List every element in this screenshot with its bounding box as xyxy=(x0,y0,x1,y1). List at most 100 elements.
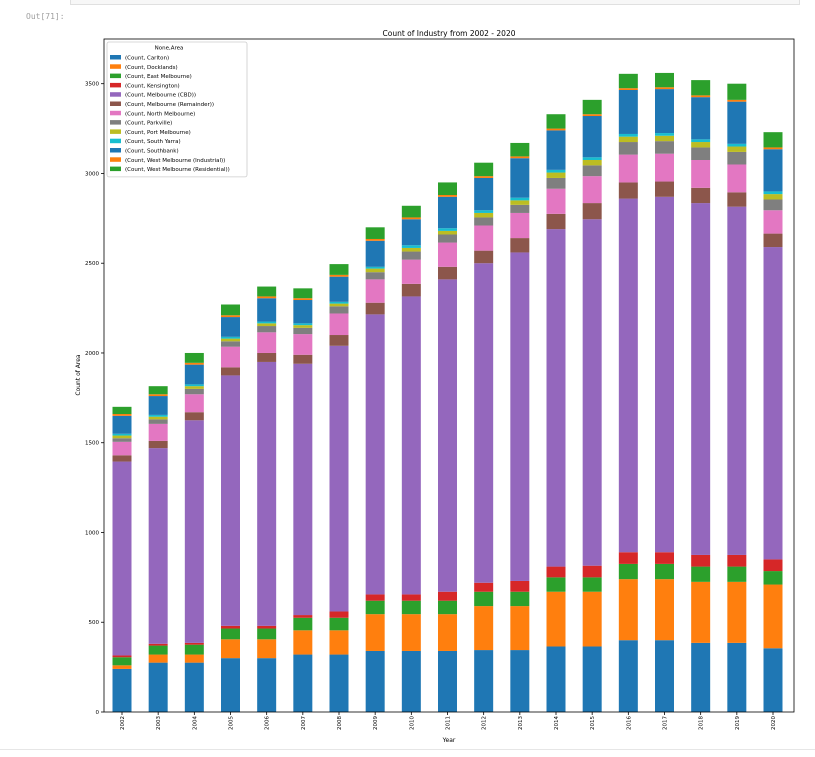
bar-segment-2011-s11 xyxy=(438,195,457,197)
bar-segment-2005-s6 xyxy=(221,346,240,368)
bar-segment-2007-s2 xyxy=(293,617,313,631)
y-tick-label: 0 xyxy=(96,710,100,716)
bar-segment-2012-s9 xyxy=(474,210,494,213)
x-axis-label: Year xyxy=(442,737,456,744)
bar-segment-2006-s8 xyxy=(257,323,277,327)
bar-segment-2020-s4 xyxy=(763,247,783,560)
bar-segment-2015-s10 xyxy=(582,116,602,158)
bar-segment-2014-s11 xyxy=(546,128,566,131)
bar-segment-2004-s0 xyxy=(184,662,204,712)
bar-segment-2003-s2 xyxy=(148,645,168,655)
bar-segment-2015-s3 xyxy=(582,565,602,578)
bar-segment-2009-s12 xyxy=(365,227,385,239)
bar-segment-2005-s0 xyxy=(221,658,240,712)
legend: None,Area (Count, Carlton) (Count, Docklan… xyxy=(106,41,248,178)
bar-segment-2013-s10 xyxy=(510,158,530,198)
bar-segment-2007-s12 xyxy=(293,288,313,299)
bar-segment-2010-s12 xyxy=(401,205,421,218)
bar-segment-2011-s6 xyxy=(438,242,457,267)
bar-segment-2013-s12 xyxy=(510,142,530,157)
bar-segment-2019-s11 xyxy=(727,99,747,102)
bar-segment-2018-s2 xyxy=(691,566,711,582)
bar-segment-2014-s8 xyxy=(546,172,566,178)
bar-segment-2009-s10 xyxy=(365,240,385,267)
bar-segment-2014-s10 xyxy=(546,130,566,170)
bar-segment-2014-s3 xyxy=(546,566,566,578)
bar-segment-2002-s12 xyxy=(112,406,132,415)
bar-segment-2002-s2 xyxy=(112,657,132,666)
bar-segment-2006-s0 xyxy=(257,658,277,712)
bar-segment-2006-s12 xyxy=(257,286,277,297)
bar-segment-2020-s3 xyxy=(763,559,783,572)
legend-swatch xyxy=(110,110,121,116)
bar-segment-2009-s11 xyxy=(365,238,385,241)
bar-segment-2008-s8 xyxy=(329,303,349,307)
bar-segment-2002-s6 xyxy=(112,441,132,456)
bar-segment-2011-s3 xyxy=(438,591,457,601)
cell-divider xyxy=(0,749,815,750)
bar-segment-2008-s5 xyxy=(329,335,349,346)
y-tick-label: 2500 xyxy=(85,261,99,267)
bar-segment-2016-s3 xyxy=(618,552,638,564)
bar-segment-2003-s1 xyxy=(148,654,168,663)
bar-segment-2011-s10 xyxy=(438,196,457,229)
bar-segment-2005-s2 xyxy=(221,628,240,640)
bar-segment-2002-s1 xyxy=(112,665,132,669)
bar-segment-2003-s3 xyxy=(148,643,168,646)
bar-segment-2010-s5 xyxy=(401,283,421,297)
bar-segment-2016-s0 xyxy=(618,640,638,712)
bar-segment-2006-s2 xyxy=(257,628,277,640)
bar-segment-2016-s5 xyxy=(618,182,638,199)
bar-segment-2007-s0 xyxy=(293,654,313,712)
bar-segment-2010-s8 xyxy=(401,247,421,252)
bar-segment-2013-s5 xyxy=(510,238,530,253)
bar-segment-2019-s9 xyxy=(727,143,747,147)
bar-segment-2017-s2 xyxy=(655,563,674,580)
bar-segment-2009-s1 xyxy=(365,614,385,651)
bar-segment-2017-s3 xyxy=(655,552,674,564)
bar-segment-2003-s4 xyxy=(148,448,168,644)
bar-segment-2012-s4 xyxy=(474,263,494,583)
bar-segment-2005-s11 xyxy=(221,315,240,318)
legend-entry-label: (Count, Melbourne (CBD)) xyxy=(125,93,196,99)
bar-segment-2011-s5 xyxy=(438,266,457,280)
bar-segment-2014-s6 xyxy=(546,188,566,214)
bar-segment-2005-s1 xyxy=(221,639,240,659)
bar-segment-2007-s9 xyxy=(293,323,313,326)
x-tick-label: 2020 xyxy=(771,716,777,730)
legend-swatch xyxy=(110,138,121,144)
x-tick-label: 2007 xyxy=(301,716,307,730)
legend-swatch xyxy=(110,166,121,172)
bar-segment-2014-s5 xyxy=(546,213,566,230)
y-tick-label: 500 xyxy=(89,620,100,626)
x-tick-label: 2012 xyxy=(482,716,488,730)
legend-swatch xyxy=(110,129,121,134)
bar-segment-2009-s7 xyxy=(365,272,385,280)
bar-segment-2012-s8 xyxy=(474,212,494,218)
bar-segment-2011-s8 xyxy=(438,230,457,235)
bar-segment-2012-s2 xyxy=(474,591,494,607)
bar-segment-2012-s3 xyxy=(474,582,494,592)
bar-segment-2006-s5 xyxy=(257,352,277,362)
bar-segment-2015-s9 xyxy=(582,157,602,160)
bar-segment-2015-s12 xyxy=(582,99,602,115)
bar-segment-2018-s11 xyxy=(691,95,711,98)
bar-segment-2010-s10 xyxy=(401,219,421,246)
bar-segment-2006-s11 xyxy=(257,296,277,299)
bar-segment-2020-s5 xyxy=(763,233,783,248)
bar-segment-2017-s8 xyxy=(655,135,674,142)
bar-segment-2004-s12 xyxy=(184,352,204,363)
bar-segment-2018-s4 xyxy=(691,203,711,555)
bar-segment-2011-s1 xyxy=(438,614,457,651)
legend-entry-label: (Count, Southbank) xyxy=(125,149,179,155)
bar-segment-2020-s9 xyxy=(763,191,783,195)
y-tick-label: 1000 xyxy=(85,530,99,536)
bar-segment-2020-s7 xyxy=(763,199,783,211)
bar-segment-2006-s1 xyxy=(257,639,277,659)
bar-segment-2002-s9 xyxy=(112,433,132,436)
bar-segment-2017-s4 xyxy=(655,196,674,553)
bar-segment-2015-s4 xyxy=(582,219,602,566)
legend-entry-label: (Count, Melbourne (Remainder)) xyxy=(125,102,214,108)
bar-segment-2015-s8 xyxy=(582,159,602,166)
bar-segment-2011-s9 xyxy=(438,228,457,231)
